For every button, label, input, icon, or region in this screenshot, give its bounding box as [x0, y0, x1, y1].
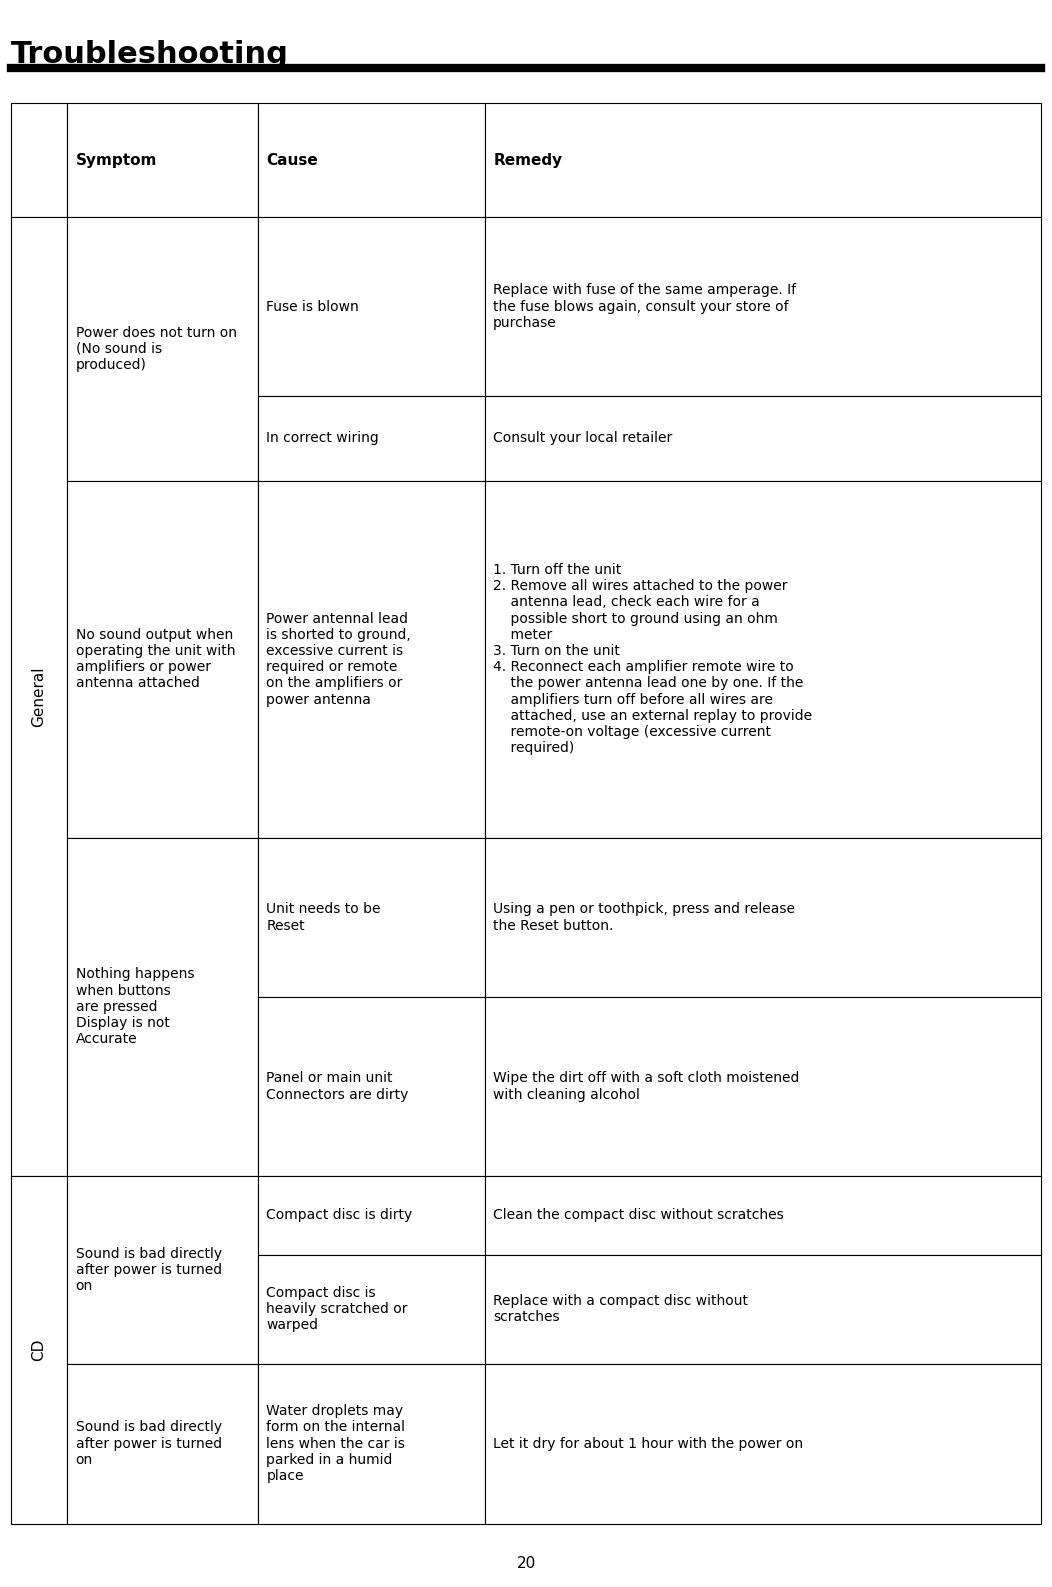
Bar: [11, 217, 67, 1176]
Text: General: General: [32, 667, 46, 727]
Bar: [67, 1363, 258, 1524]
Bar: [485, 997, 1041, 1176]
Text: Consult your local retailer: Consult your local retailer: [493, 432, 672, 446]
Bar: [258, 395, 485, 481]
Text: Panel or main unit
Connectors are dirty: Panel or main unit Connectors are dirty: [266, 1071, 409, 1101]
Bar: [258, 997, 485, 1176]
Text: Symptom: Symptom: [76, 152, 157, 168]
Bar: [67, 481, 258, 838]
Text: Wipe the dirt off with a soft cloth moistened
with cleaning alcohol: Wipe the dirt off with a soft cloth mois…: [493, 1071, 800, 1101]
Bar: [485, 1363, 1041, 1524]
Text: Power does not turn on
(No sound is
produced): Power does not turn on (No sound is prod…: [76, 325, 237, 373]
Text: Compact disc is dirty: Compact disc is dirty: [266, 1208, 412, 1222]
Bar: [258, 103, 485, 217]
Bar: [67, 103, 258, 217]
Bar: [11, 1176, 67, 1524]
Text: Replace with fuse of the same amperage. If
the fuse blows again, consult your st: Replace with fuse of the same amperage. …: [493, 284, 796, 330]
Text: Replace with a compact disc without
scratches: Replace with a compact disc without scra…: [493, 1293, 748, 1325]
Bar: [258, 1176, 485, 1255]
Text: In correct wiring: In correct wiring: [266, 432, 379, 446]
Text: Fuse is blown: Fuse is blown: [266, 300, 359, 314]
Text: Troubleshooting: Troubleshooting: [11, 40, 288, 68]
Bar: [485, 481, 1041, 838]
Bar: [485, 103, 1041, 217]
Bar: [485, 1255, 1041, 1363]
Text: Unit needs to be
Reset: Unit needs to be Reset: [266, 903, 381, 933]
Text: Compact disc is
heavily scratched or
warped: Compact disc is heavily scratched or war…: [266, 1285, 408, 1333]
Bar: [67, 1176, 258, 1363]
Bar: [258, 481, 485, 838]
Bar: [258, 838, 485, 997]
Bar: [258, 1363, 485, 1524]
Text: Water droplets may
form on the internal
lens when the car is
parked in a humid
p: Water droplets may form on the internal …: [266, 1404, 405, 1482]
Text: Clean the compact disc without scratches: Clean the compact disc without scratches: [493, 1208, 784, 1222]
Text: Remedy: Remedy: [493, 152, 563, 168]
Bar: [67, 838, 258, 1176]
Text: CD: CD: [32, 1338, 46, 1362]
Text: Power antennal lead
is shorted to ground,
excessive current is
required or remot: Power antennal lead is shorted to ground…: [266, 611, 411, 706]
Text: Cause: Cause: [266, 152, 318, 168]
Text: Let it dry for about 1 hour with the power on: Let it dry for about 1 hour with the pow…: [493, 1436, 804, 1451]
Text: 1. Turn off the unit
2. Remove all wires attached to the power
    antenna lead,: 1. Turn off the unit 2. Remove all wires…: [493, 563, 812, 755]
Bar: [258, 1255, 485, 1363]
Text: Using a pen or toothpick, press and release
the Reset button.: Using a pen or toothpick, press and rele…: [493, 903, 795, 933]
Bar: [485, 1176, 1041, 1255]
Bar: [258, 217, 485, 395]
Text: 20: 20: [517, 1555, 535, 1571]
Text: Nothing happens
when buttons
are pressed
Display is not
Accurate: Nothing happens when buttons are pressed…: [76, 968, 195, 1046]
Text: No sound output when
operating the unit with
amplifiers or power
antenna attache: No sound output when operating the unit …: [76, 628, 236, 690]
Bar: [67, 217, 258, 481]
Bar: [485, 395, 1041, 481]
Bar: [485, 217, 1041, 395]
Bar: [485, 838, 1041, 997]
Bar: [11, 103, 67, 217]
Text: Sound is bad directly
after power is turned
on: Sound is bad directly after power is tur…: [76, 1420, 222, 1466]
Text: Sound is bad directly
after power is turned
on: Sound is bad directly after power is tur…: [76, 1247, 222, 1293]
